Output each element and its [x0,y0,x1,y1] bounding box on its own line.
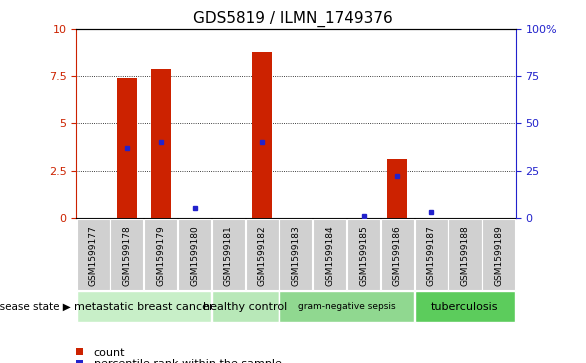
FancyBboxPatch shape [77,219,110,290]
Text: percentile rank within the sample: percentile rank within the sample [94,359,282,363]
FancyBboxPatch shape [110,219,144,290]
Bar [151,69,171,218]
FancyBboxPatch shape [212,291,279,322]
FancyBboxPatch shape [144,219,178,290]
Text: GSM1599179: GSM1599179 [156,225,165,286]
FancyBboxPatch shape [347,219,380,290]
FancyBboxPatch shape [448,219,482,290]
FancyBboxPatch shape [280,219,312,290]
Bar [252,52,272,218]
Text: GSM1599185: GSM1599185 [359,225,368,286]
Text: healthy control: healthy control [203,302,287,312]
FancyBboxPatch shape [77,291,211,322]
FancyBboxPatch shape [178,219,211,290]
Text: disease state ▶: disease state ▶ [0,302,70,312]
Text: GSM1599182: GSM1599182 [258,225,267,286]
FancyBboxPatch shape [212,219,245,290]
Text: GSM1599181: GSM1599181 [224,225,233,286]
Text: GSM1599189: GSM1599189 [494,225,503,286]
FancyBboxPatch shape [280,291,414,322]
Text: metastatic breast cancer: metastatic breast cancer [74,302,214,312]
Text: GSM1599180: GSM1599180 [190,225,199,286]
Text: GSM1599183: GSM1599183 [291,225,301,286]
Text: GDS5819 / ILMN_1749376: GDS5819 / ILMN_1749376 [193,11,393,27]
Text: GSM1599188: GSM1599188 [461,225,469,286]
FancyBboxPatch shape [415,219,448,290]
FancyBboxPatch shape [381,219,414,290]
Text: count: count [94,348,125,358]
FancyBboxPatch shape [482,219,515,290]
Bar [117,78,137,218]
Text: gram-negative sepsis: gram-negative sepsis [298,302,396,311]
Text: GSM1599184: GSM1599184 [325,225,334,286]
FancyBboxPatch shape [415,291,515,322]
Text: GSM1599187: GSM1599187 [427,225,435,286]
Text: GSM1599186: GSM1599186 [393,225,402,286]
Text: tuberculosis: tuberculosis [431,302,499,312]
Text: GSM1599178: GSM1599178 [122,225,131,286]
FancyBboxPatch shape [246,219,279,290]
Bar [387,159,407,218]
Text: GSM1599177: GSM1599177 [88,225,98,286]
FancyBboxPatch shape [313,219,346,290]
